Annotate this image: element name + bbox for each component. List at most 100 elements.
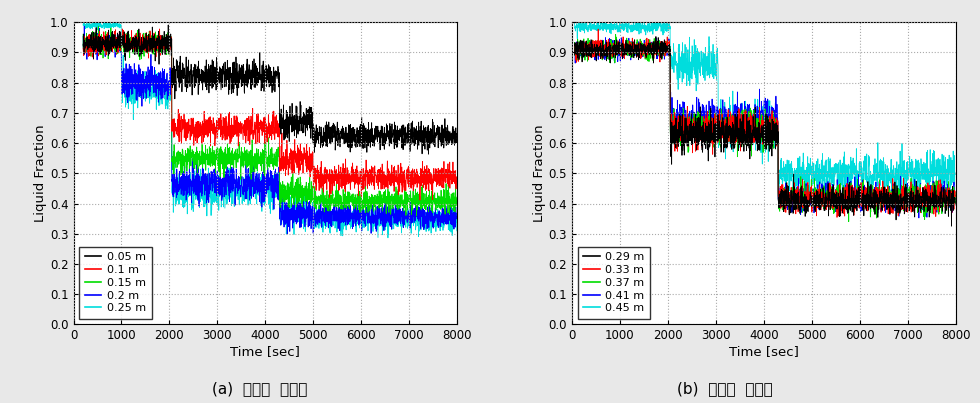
0.15 m [77,32,89,37]
0.37 m [950,199,961,204]
0.1 m [77,46,89,51]
0.2 m [451,214,463,219]
0.25 m [393,212,405,216]
0.15 m [423,193,435,197]
0.25 m [132,89,144,94]
0.29 m [783,193,795,198]
0.33 m [616,49,628,54]
X-axis label: Time [sec]: Time [sec] [729,345,799,358]
0.29 m [568,52,580,57]
0.25 m [451,229,463,233]
0.37 m [843,219,855,224]
0.05 m [393,134,405,139]
0.2 m [78,24,90,29]
0.15 m [351,199,363,204]
0.37 m [568,47,580,52]
0.41 m [950,193,961,198]
Legend: 0.29 m, 0.33 m, 0.37 m, 0.41 m, 0.45 m: 0.29 m, 0.33 m, 0.37 m, 0.41 m, 0.45 m [577,247,650,319]
0.15 m [265,147,276,152]
0.33 m [783,193,795,198]
0.37 m [784,194,796,199]
0.45 m [888,165,900,170]
0.41 m [627,42,639,47]
Line: 0.29 m: 0.29 m [574,37,956,226]
Line: 0.2 m: 0.2 m [83,26,457,234]
0.45 m [783,165,795,170]
0.37 m [610,32,621,37]
0.41 m [783,184,795,189]
0.45 m [616,21,628,25]
0.15 m [393,201,405,206]
0.37 m [616,41,628,46]
0.25 m [351,219,363,224]
0.2 m [319,209,331,214]
0.25 m [382,235,394,240]
0.05 m [451,136,463,141]
Text: (a)  증발부  액체율: (a) 증발부 액체율 [212,381,308,396]
0.29 m [811,203,823,208]
0.29 m [946,224,957,229]
0.05 m [422,152,434,156]
0.1 m [117,27,128,31]
0.37 m [888,196,900,201]
0.33 m [888,200,900,205]
0.1 m [351,164,363,168]
Y-axis label: Liquid Fraction: Liquid Fraction [34,125,47,222]
0.2 m [281,232,293,237]
0.2 m [77,34,89,39]
0.05 m [132,44,144,49]
0.05 m [423,143,435,147]
0.2 m [351,206,363,211]
0.37 m [627,42,639,46]
0.41 m [568,48,580,52]
0.45 m [842,202,854,206]
Line: 0.05 m: 0.05 m [83,25,457,154]
0.25 m [319,214,331,219]
0.41 m [913,216,925,220]
0.15 m [319,194,331,199]
0.1 m [265,133,276,138]
0.37 m [811,196,823,201]
Line: 0.41 m: 0.41 m [574,37,956,218]
0.29 m [784,204,796,208]
0.33 m [568,44,580,48]
0.25 m [265,182,276,187]
0.41 m [600,35,612,40]
0.29 m [950,202,961,207]
0.29 m [616,45,628,50]
0.05 m [163,23,174,27]
Line: 0.37 m: 0.37 m [574,35,956,222]
Line: 0.25 m: 0.25 m [83,22,457,238]
0.45 m [811,162,823,167]
0.41 m [888,181,900,186]
0.33 m [627,51,639,56]
0.1 m [415,198,426,203]
Text: (b)  단열부  액체율: (b) 단열부 액체율 [677,381,773,396]
0.29 m [627,39,639,44]
Line: 0.1 m: 0.1 m [83,29,457,200]
Line: 0.15 m: 0.15 m [83,26,457,216]
0.15 m [451,195,463,199]
0.41 m [616,49,628,54]
0.25 m [423,229,435,233]
0.33 m [592,27,604,31]
0.45 m [950,172,961,177]
0.1 m [451,174,463,179]
0.2 m [393,211,405,216]
0.25 m [83,20,95,25]
0.41 m [811,202,823,206]
0.41 m [784,194,796,199]
Legend: 0.05 m, 0.1 m, 0.15 m, 0.2 m, 0.25 m: 0.05 m, 0.1 m, 0.15 m, 0.2 m, 0.25 m [79,247,152,319]
0.15 m [92,24,104,29]
0.1 m [132,36,144,41]
0.37 m [783,187,795,191]
0.33 m [784,196,796,201]
0.33 m [811,192,823,197]
0.25 m [77,22,89,27]
0.05 m [77,42,89,47]
0.15 m [411,214,422,218]
0.45 m [572,20,584,25]
0.15 m [132,43,144,48]
Line: 0.33 m: 0.33 m [574,29,956,217]
0.45 m [627,24,639,29]
